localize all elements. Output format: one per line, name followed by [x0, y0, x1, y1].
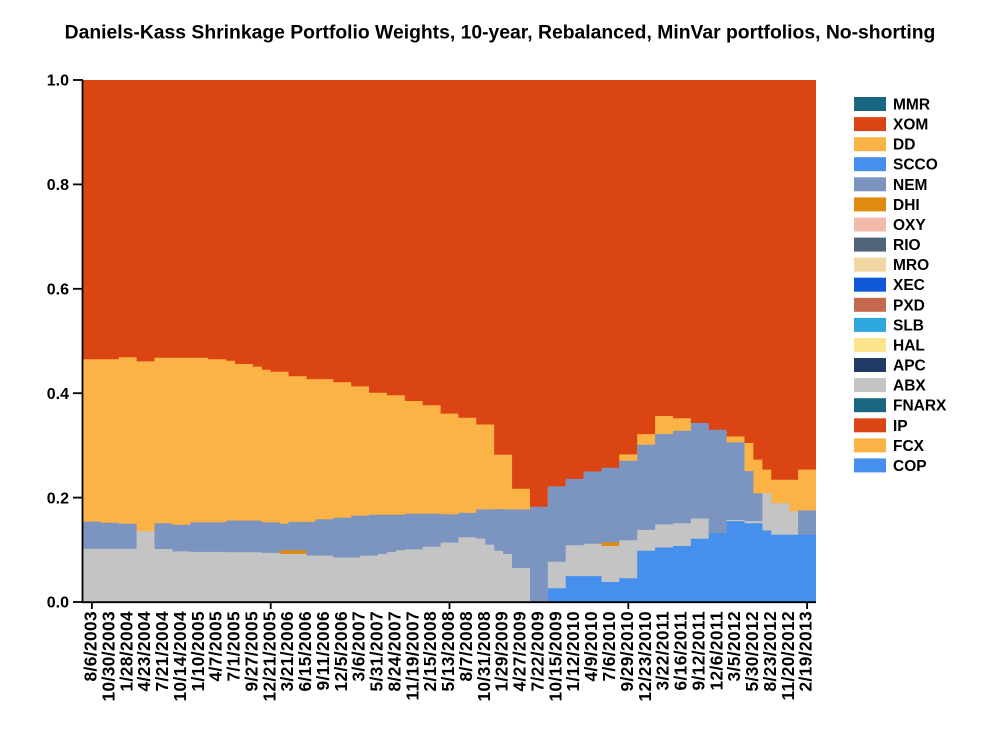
svg-text:SCCO: SCCO [893, 157, 938, 174]
svg-text:RIO: RIO [893, 237, 921, 254]
svg-text:8/6/2003: 8/6/2003 [81, 611, 101, 681]
svg-text:9/12/2011: 9/12/2011 [688, 611, 708, 691]
svg-text:2/19/2013: 2/19/2013 [796, 611, 816, 691]
svg-text:Daniels-Kass Shrinkage Portfol: Daniels-Kass Shrinkage Portfolio Weights… [65, 22, 936, 44]
svg-text:3/22/2011: 3/22/2011 [653, 611, 673, 691]
svg-text:5/31/2007: 5/31/2007 [367, 611, 387, 691]
svg-text:12/6/2011: 12/6/2011 [706, 611, 726, 691]
svg-text:10/30/2003: 10/30/2003 [98, 611, 118, 702]
svg-text:5/30/2012: 5/30/2012 [742, 611, 762, 691]
svg-text:4/23/2004: 4/23/2004 [134, 611, 154, 691]
svg-text:0.0: 0.0 [47, 595, 69, 612]
svg-text:7/1/2005: 7/1/2005 [224, 611, 244, 681]
svg-text:5/13/2008: 5/13/2008 [438, 611, 458, 691]
svg-text:10/15/2009: 10/15/2009 [545, 611, 565, 702]
svg-text:XOM: XOM [893, 117, 928, 134]
svg-text:4/27/2009: 4/27/2009 [510, 611, 530, 691]
svg-text:MMR: MMR [893, 97, 930, 114]
svg-text:2/15/2008: 2/15/2008 [420, 611, 440, 691]
svg-text:12/5/2006: 12/5/2006 [331, 611, 351, 691]
svg-text:9/27/2005: 9/27/2005 [241, 611, 261, 691]
svg-text:1/28/2004: 1/28/2004 [116, 611, 136, 691]
svg-text:3/21/2006: 3/21/2006 [277, 611, 297, 691]
svg-text:12/21/2005: 12/21/2005 [259, 611, 279, 702]
svg-text:1/12/2010: 1/12/2010 [563, 611, 583, 691]
svg-text:SLB: SLB [893, 317, 924, 334]
svg-text:7/22/2009: 7/22/2009 [528, 611, 548, 691]
svg-text:0.6: 0.6 [47, 282, 69, 299]
svg-text:4/7/2005: 4/7/2005 [206, 611, 226, 681]
svg-text:COP: COP [893, 458, 927, 475]
svg-text:6/16/2011: 6/16/2011 [671, 611, 691, 691]
svg-text:0.4: 0.4 [47, 386, 69, 403]
svg-text:MRO: MRO [893, 257, 929, 274]
svg-text:FCX: FCX [893, 438, 925, 455]
svg-text:4/9/2010: 4/9/2010 [581, 611, 601, 681]
svg-text:0.8: 0.8 [47, 177, 69, 194]
svg-text:0.2: 0.2 [47, 490, 69, 507]
svg-text:OXY: OXY [893, 217, 926, 234]
svg-text:8/23/2012: 8/23/2012 [760, 611, 780, 691]
svg-text:FNARX: FNARX [893, 398, 947, 415]
svg-text:PXD: PXD [893, 297, 925, 314]
svg-text:APC: APC [893, 358, 926, 375]
svg-text:NEM: NEM [893, 177, 927, 194]
svg-text:10/31/2008: 10/31/2008 [474, 611, 494, 702]
svg-text:7/21/2004: 7/21/2004 [152, 611, 172, 691]
svg-text:1.0: 1.0 [47, 73, 69, 90]
svg-text:1/29/2009: 1/29/2009 [492, 611, 512, 691]
svg-text:9/11/2006: 9/11/2006 [313, 611, 333, 691]
svg-text:8/24/2007: 8/24/2007 [385, 611, 405, 691]
svg-text:1/10/2005: 1/10/2005 [188, 611, 208, 691]
svg-text:11/20/2012: 11/20/2012 [778, 611, 798, 701]
svg-text:ABX: ABX [893, 378, 926, 395]
svg-text:DD: DD [893, 137, 915, 154]
svg-text:10/14/2004: 10/14/2004 [170, 611, 190, 702]
svg-text:XEC: XEC [893, 277, 925, 294]
svg-text:6/15/2006: 6/15/2006 [295, 611, 315, 691]
svg-text:3/5/2012: 3/5/2012 [724, 611, 744, 681]
svg-text:9/29/2010: 9/29/2010 [617, 611, 637, 691]
svg-text:7/6/2010: 7/6/2010 [599, 611, 619, 681]
svg-text:8/7/2008: 8/7/2008 [456, 611, 476, 681]
svg-text:3/6/2007: 3/6/2007 [349, 611, 369, 681]
svg-text:DHI: DHI [893, 197, 920, 214]
svg-text:11/19/2007: 11/19/2007 [402, 611, 422, 701]
svg-text:12/23/2010: 12/23/2010 [635, 611, 655, 702]
svg-text:HAL: HAL [893, 338, 925, 355]
svg-text:IP: IP [893, 418, 908, 435]
